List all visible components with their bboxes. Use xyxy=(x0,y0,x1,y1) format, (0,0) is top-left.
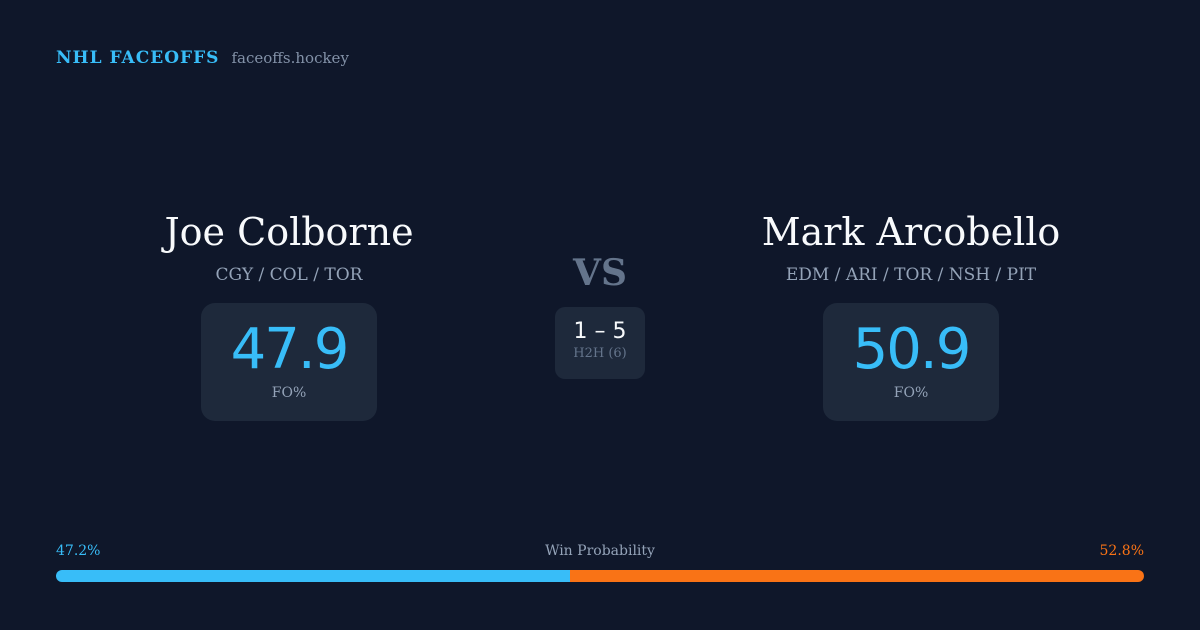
p1-win-prob: 47.2% xyxy=(56,543,101,559)
vs-label: VS xyxy=(573,252,627,294)
brand-title: NHL FACEOFFS xyxy=(56,48,220,68)
player2-name: Mark Arcobello xyxy=(761,210,1061,254)
player2-fo-card: 50.9 FO% xyxy=(822,303,1000,421)
player1-fo-label: FO% xyxy=(271,385,307,401)
p2-win-prob: 52.8% xyxy=(1099,543,1144,559)
win-prob-bar xyxy=(56,570,1144,582)
player2-fo-label: FO% xyxy=(893,385,929,401)
h2h-label: H2H (6) xyxy=(573,346,627,361)
player1-name: Joe Colborne xyxy=(164,210,414,254)
player1-teams: CGY / COL / TOR xyxy=(215,265,363,285)
player1-panel: Joe Colborne CGY / COL / TOR 47.9 FO% xyxy=(39,205,539,421)
h2h-score: 1 – 5 xyxy=(573,319,627,344)
player1-fo-value: 47.9 xyxy=(230,317,350,382)
win-prob-bar-p1 xyxy=(56,570,570,582)
win-prob-bar-p2 xyxy=(569,570,1144,582)
win-prob-label: Win Probability xyxy=(545,543,655,559)
h2h-card: 1 – 5 H2H (6) xyxy=(555,307,645,379)
player2-panel: Mark Arcobello EDM / ARI / TOR / NSH / P… xyxy=(661,205,1161,421)
player2-fo-value: 50.9 xyxy=(852,317,972,382)
brand-url: faceoffs.hockey xyxy=(231,49,349,67)
player1-fo-card: 47.9 FO% xyxy=(200,303,378,421)
player2-teams: EDM / ARI / TOR / NSH / PIT xyxy=(785,265,1037,285)
brand: NHL FACEOFFS faceoffs.hockey xyxy=(56,48,349,68)
